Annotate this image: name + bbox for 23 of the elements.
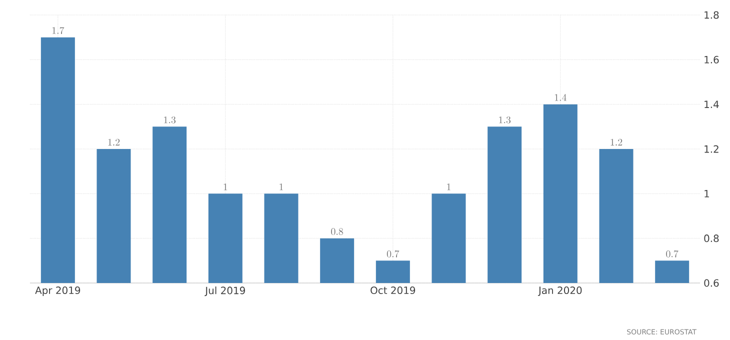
data-label: 1 .2 xyxy=(610,138,622,146)
y-tick-label: 1.8 xyxy=(704,11,719,19)
y-tick-label: 0.8 xyxy=(704,234,719,242)
y-tick-label: 1 xyxy=(704,190,709,198)
y-tick-label: 1.4 xyxy=(704,100,719,108)
data-label: 0.8 xyxy=(331,228,344,236)
data-label: 1 xyxy=(447,184,450,190)
data-label: 1 xyxy=(280,184,283,190)
x-tick-label: Oct 2019 xyxy=(370,286,416,294)
y-tick-label: 1.2 xyxy=(704,145,718,153)
data-label: 1 .4 xyxy=(554,94,566,101)
data-label: 1 .7 xyxy=(52,27,64,34)
data-label: 1 .3 xyxy=(499,116,511,124)
y-tick-label: 0.6 xyxy=(704,279,719,287)
data-label: 0.7 xyxy=(386,250,400,258)
data-label: 1 xyxy=(224,184,228,190)
y-tick-label: 1.6 xyxy=(704,56,719,64)
x-tick-label: Jul 2019 xyxy=(204,286,245,296)
x-tick-label: Apr 2019 xyxy=(35,286,80,296)
x-tick-label: Jan 2020 xyxy=(538,286,582,296)
data-label: 1 .2 xyxy=(108,138,120,146)
data-label: 0.7 xyxy=(666,250,678,258)
data-label: 1 .3 xyxy=(164,116,176,124)
